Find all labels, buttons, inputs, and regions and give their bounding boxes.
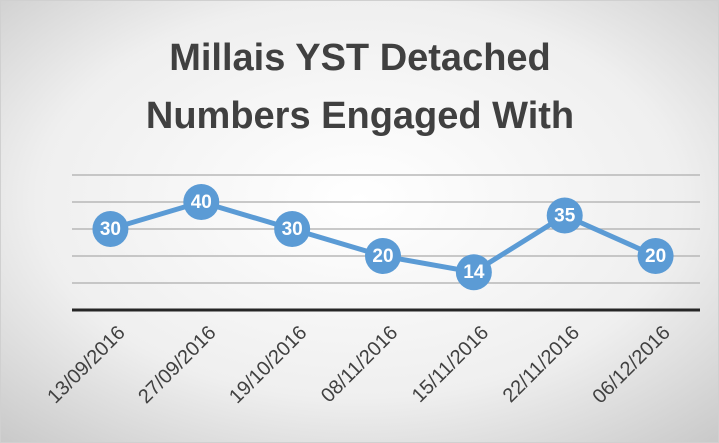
data-label: 30	[282, 219, 303, 240]
chart-title: Millais YST Detached	[169, 37, 551, 79]
point-marker	[183, 184, 220, 220]
point-marker	[637, 238, 674, 274]
data-label: 30	[100, 219, 121, 240]
point-marker	[274, 211, 311, 247]
point-marker	[92, 211, 129, 247]
point-marker	[546, 197, 583, 234]
point-marker	[455, 254, 492, 291]
data-label: 20	[645, 246, 666, 267]
data-label: 40	[191, 192, 212, 213]
data-label: 20	[372, 246, 393, 267]
data-label: 14	[463, 262, 485, 283]
chart-title: Numbers Engaged With	[146, 95, 574, 137]
data-label: 35	[554, 206, 576, 227]
point-marker	[365, 238, 401, 274]
